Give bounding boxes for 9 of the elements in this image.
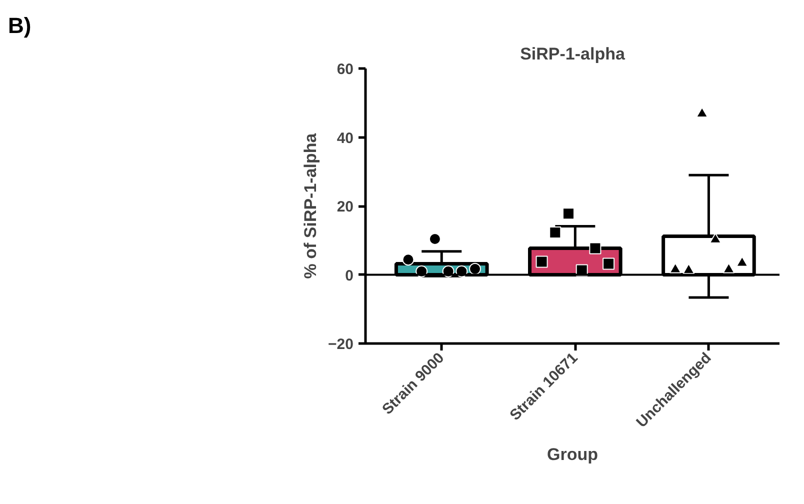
x-axis-title: Group: [547, 445, 598, 464]
y-tick-label: 60: [336, 61, 354, 78]
y-tick-label: −20: [328, 336, 354, 353]
y-axis-title: % of SiRP-1-alpha: [301, 132, 320, 279]
y-tick-label: 20: [336, 198, 354, 216]
text: B): [8, 12, 32, 40]
chart-title: SiRP-1-alpha: [520, 44, 626, 64]
y-tick-label: 40: [336, 130, 354, 147]
y-tick-label: 0: [345, 267, 354, 284]
